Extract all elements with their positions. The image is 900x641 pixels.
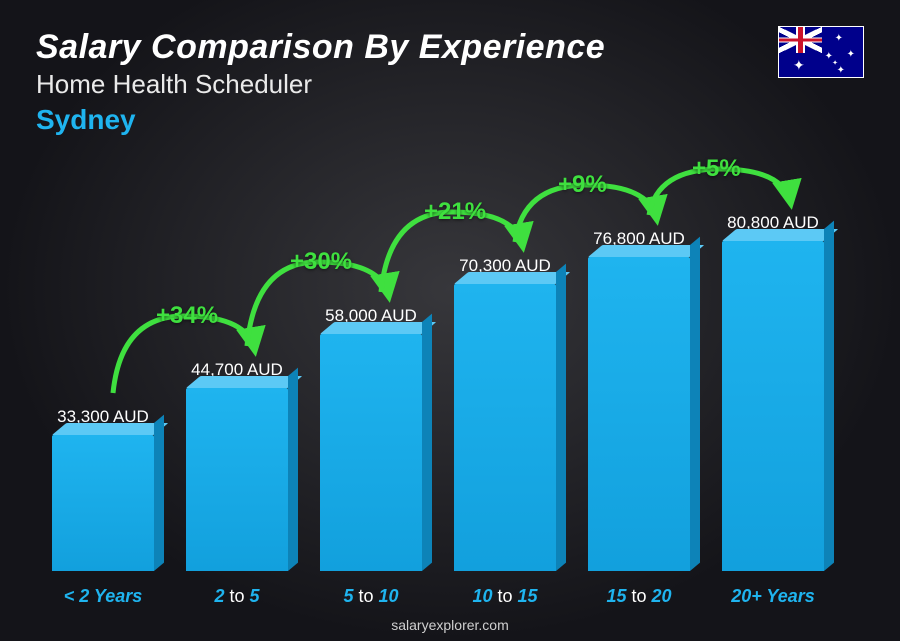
bar (320, 334, 422, 571)
increment-pct-label: +30% (290, 248, 352, 276)
bar-group: 44,700 AUD (170, 360, 304, 571)
bar (186, 388, 288, 571)
increment-pct-label: +21% (424, 198, 486, 226)
x-axis-label: 15 to 20 (572, 586, 706, 607)
x-axis-labels: < 2 Years2 to 55 to 1010 to 1515 to 2020… (36, 586, 840, 607)
x-axis-label: 20+ Years (706, 586, 840, 607)
footer-credit: salaryexplorer.com (0, 617, 900, 633)
bar-group: 33,300 AUD (36, 407, 170, 571)
x-axis-label: < 2 Years (36, 586, 170, 607)
increment-pct-label: +5% (692, 155, 741, 183)
increment-pct-label: +34% (156, 302, 218, 330)
bar-group: 58,000 AUD (304, 306, 438, 571)
title-subtitle: Home Health Scheduler (36, 69, 864, 100)
title-main: Salary Comparison By Experience (36, 28, 864, 67)
bar (454, 284, 556, 571)
x-axis-label: 10 to 15 (438, 586, 572, 607)
title-block: Salary Comparison By Experience Home Hea… (36, 28, 864, 136)
bar (588, 257, 690, 571)
chart-container: Salary Comparison By Experience Home Hea… (0, 0, 900, 641)
increment-pct-label: +9% (558, 171, 607, 199)
x-axis-label: 5 to 10 (304, 586, 438, 607)
bar (722, 241, 824, 571)
bar (52, 435, 154, 571)
bar-group: 80,800 AUD (706, 213, 840, 571)
australia-flag-icon: ✦ ✦ ✦ ✦ ✦ ✦ (778, 26, 864, 78)
x-axis-label: 2 to 5 (170, 586, 304, 607)
title-location: Sydney (36, 104, 864, 136)
bar-group: 76,800 AUD (572, 229, 706, 571)
bar-group: 70,300 AUD (438, 256, 572, 571)
